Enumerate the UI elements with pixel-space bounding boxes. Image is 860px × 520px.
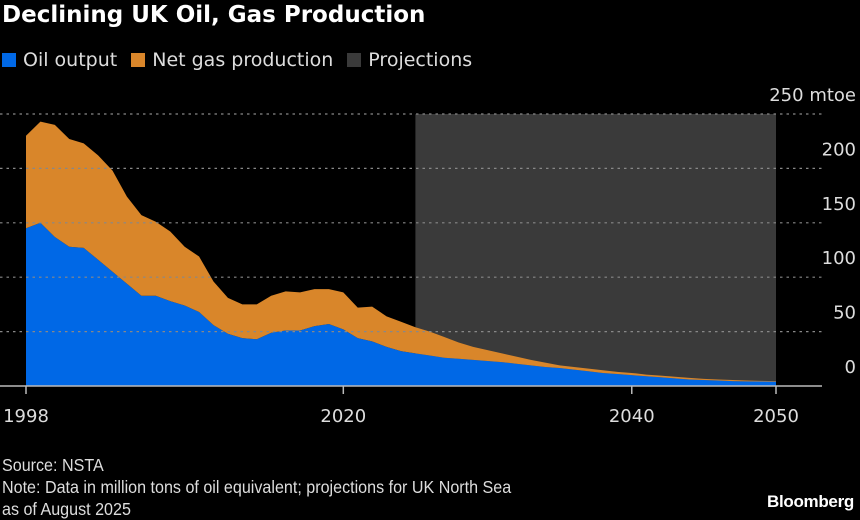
chart-title: Declining UK Oil, Gas Production bbox=[2, 2, 426, 28]
projections-region bbox=[415, 114, 776, 386]
legend-item-oil: Oil output bbox=[2, 49, 117, 71]
x-tick-label: 2020 bbox=[320, 406, 366, 427]
legend-item-projections: Projections bbox=[347, 49, 472, 71]
note-line-2: as of August 2025 bbox=[2, 499, 131, 519]
legend-label-gas: Net gas production bbox=[152, 49, 334, 71]
legend-swatch-gas bbox=[131, 53, 146, 67]
oil-output-area bbox=[26, 222, 776, 386]
legend: Oil output Net gas production Projection… bbox=[2, 49, 472, 71]
bloomberg-logo: Bloomberg bbox=[766, 492, 854, 511]
legend-swatch-oil bbox=[2, 53, 16, 67]
note-line-1: Note: Data in million tons of oil equiva… bbox=[2, 477, 512, 497]
y-unit-label: 250 mtoe bbox=[769, 85, 856, 106]
y-tick-label: 50 bbox=[833, 303, 856, 324]
x-tick-label: 2040 bbox=[609, 406, 655, 427]
x-tick-label: 1998 bbox=[3, 406, 49, 427]
legend-label-projections: Projections bbox=[368, 49, 473, 71]
net-gas-area bbox=[26, 121, 776, 382]
y-tick-label: 100 bbox=[822, 248, 856, 269]
footer-notes: Source: NSTA Note: Data in million tons … bbox=[2, 454, 511, 520]
x-tick-label: 2050 bbox=[753, 406, 799, 427]
chart-plot: 0 50 100 150 200 1998 2020 2040 2050 250 mtoe bbox=[0, 85, 856, 427]
source-text: Source: NSTA bbox=[2, 455, 104, 475]
y-tick-label: 0 bbox=[845, 357, 856, 378]
legend-label-oil: Oil output bbox=[23, 49, 118, 71]
y-tick-label: 200 bbox=[822, 139, 856, 160]
legend-item-gas: Net gas production bbox=[131, 49, 333, 71]
y-tick-label: 150 bbox=[822, 194, 856, 215]
legend-swatch-projections bbox=[347, 53, 362, 67]
